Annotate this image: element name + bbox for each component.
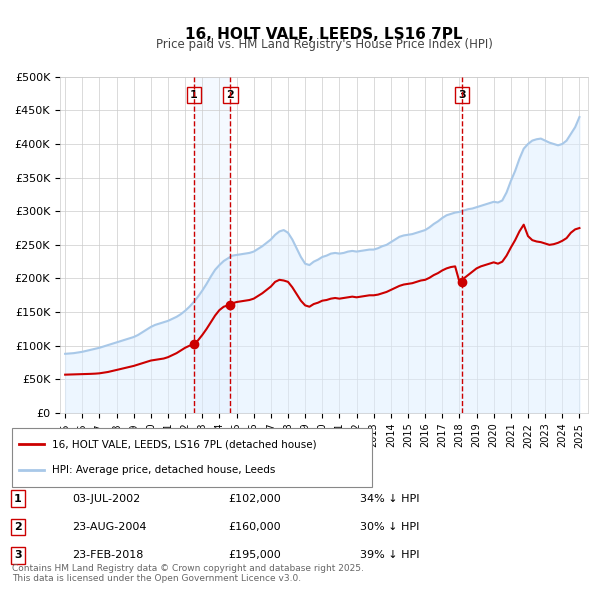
Text: £102,000: £102,000 [228,494,281,503]
Text: £195,000: £195,000 [228,550,281,560]
Text: 30% ↓ HPI: 30% ↓ HPI [360,522,419,532]
Text: Contains HM Land Registry data © Crown copyright and database right 2025.
This d: Contains HM Land Registry data © Crown c… [12,563,364,583]
Text: 23-FEB-2018: 23-FEB-2018 [72,550,143,560]
Text: 16, HOLT VALE, LEEDS, LS16 7PL: 16, HOLT VALE, LEEDS, LS16 7PL [185,27,463,41]
Text: HPI: Average price, detached house, Leeds: HPI: Average price, detached house, Leed… [52,466,275,475]
Text: 2: 2 [227,90,234,100]
Text: 1: 1 [190,90,197,100]
FancyBboxPatch shape [12,428,372,487]
Text: 1: 1 [14,494,22,503]
Text: 34% ↓ HPI: 34% ↓ HPI [360,494,419,503]
Text: £160,000: £160,000 [228,522,281,532]
Text: 3: 3 [458,90,466,100]
Text: 2: 2 [14,522,22,532]
Text: 16, HOLT VALE, LEEDS, LS16 7PL (detached house): 16, HOLT VALE, LEEDS, LS16 7PL (detached… [52,440,316,449]
Text: Price paid vs. HM Land Registry's House Price Index (HPI): Price paid vs. HM Land Registry's House … [155,38,493,51]
Text: 3: 3 [14,550,22,560]
Bar [194,77,230,413]
Text: 23-AUG-2004: 23-AUG-2004 [72,522,146,532]
Text: 03-JUL-2002: 03-JUL-2002 [72,494,140,503]
Text: 39% ↓ HPI: 39% ↓ HPI [360,550,419,560]
